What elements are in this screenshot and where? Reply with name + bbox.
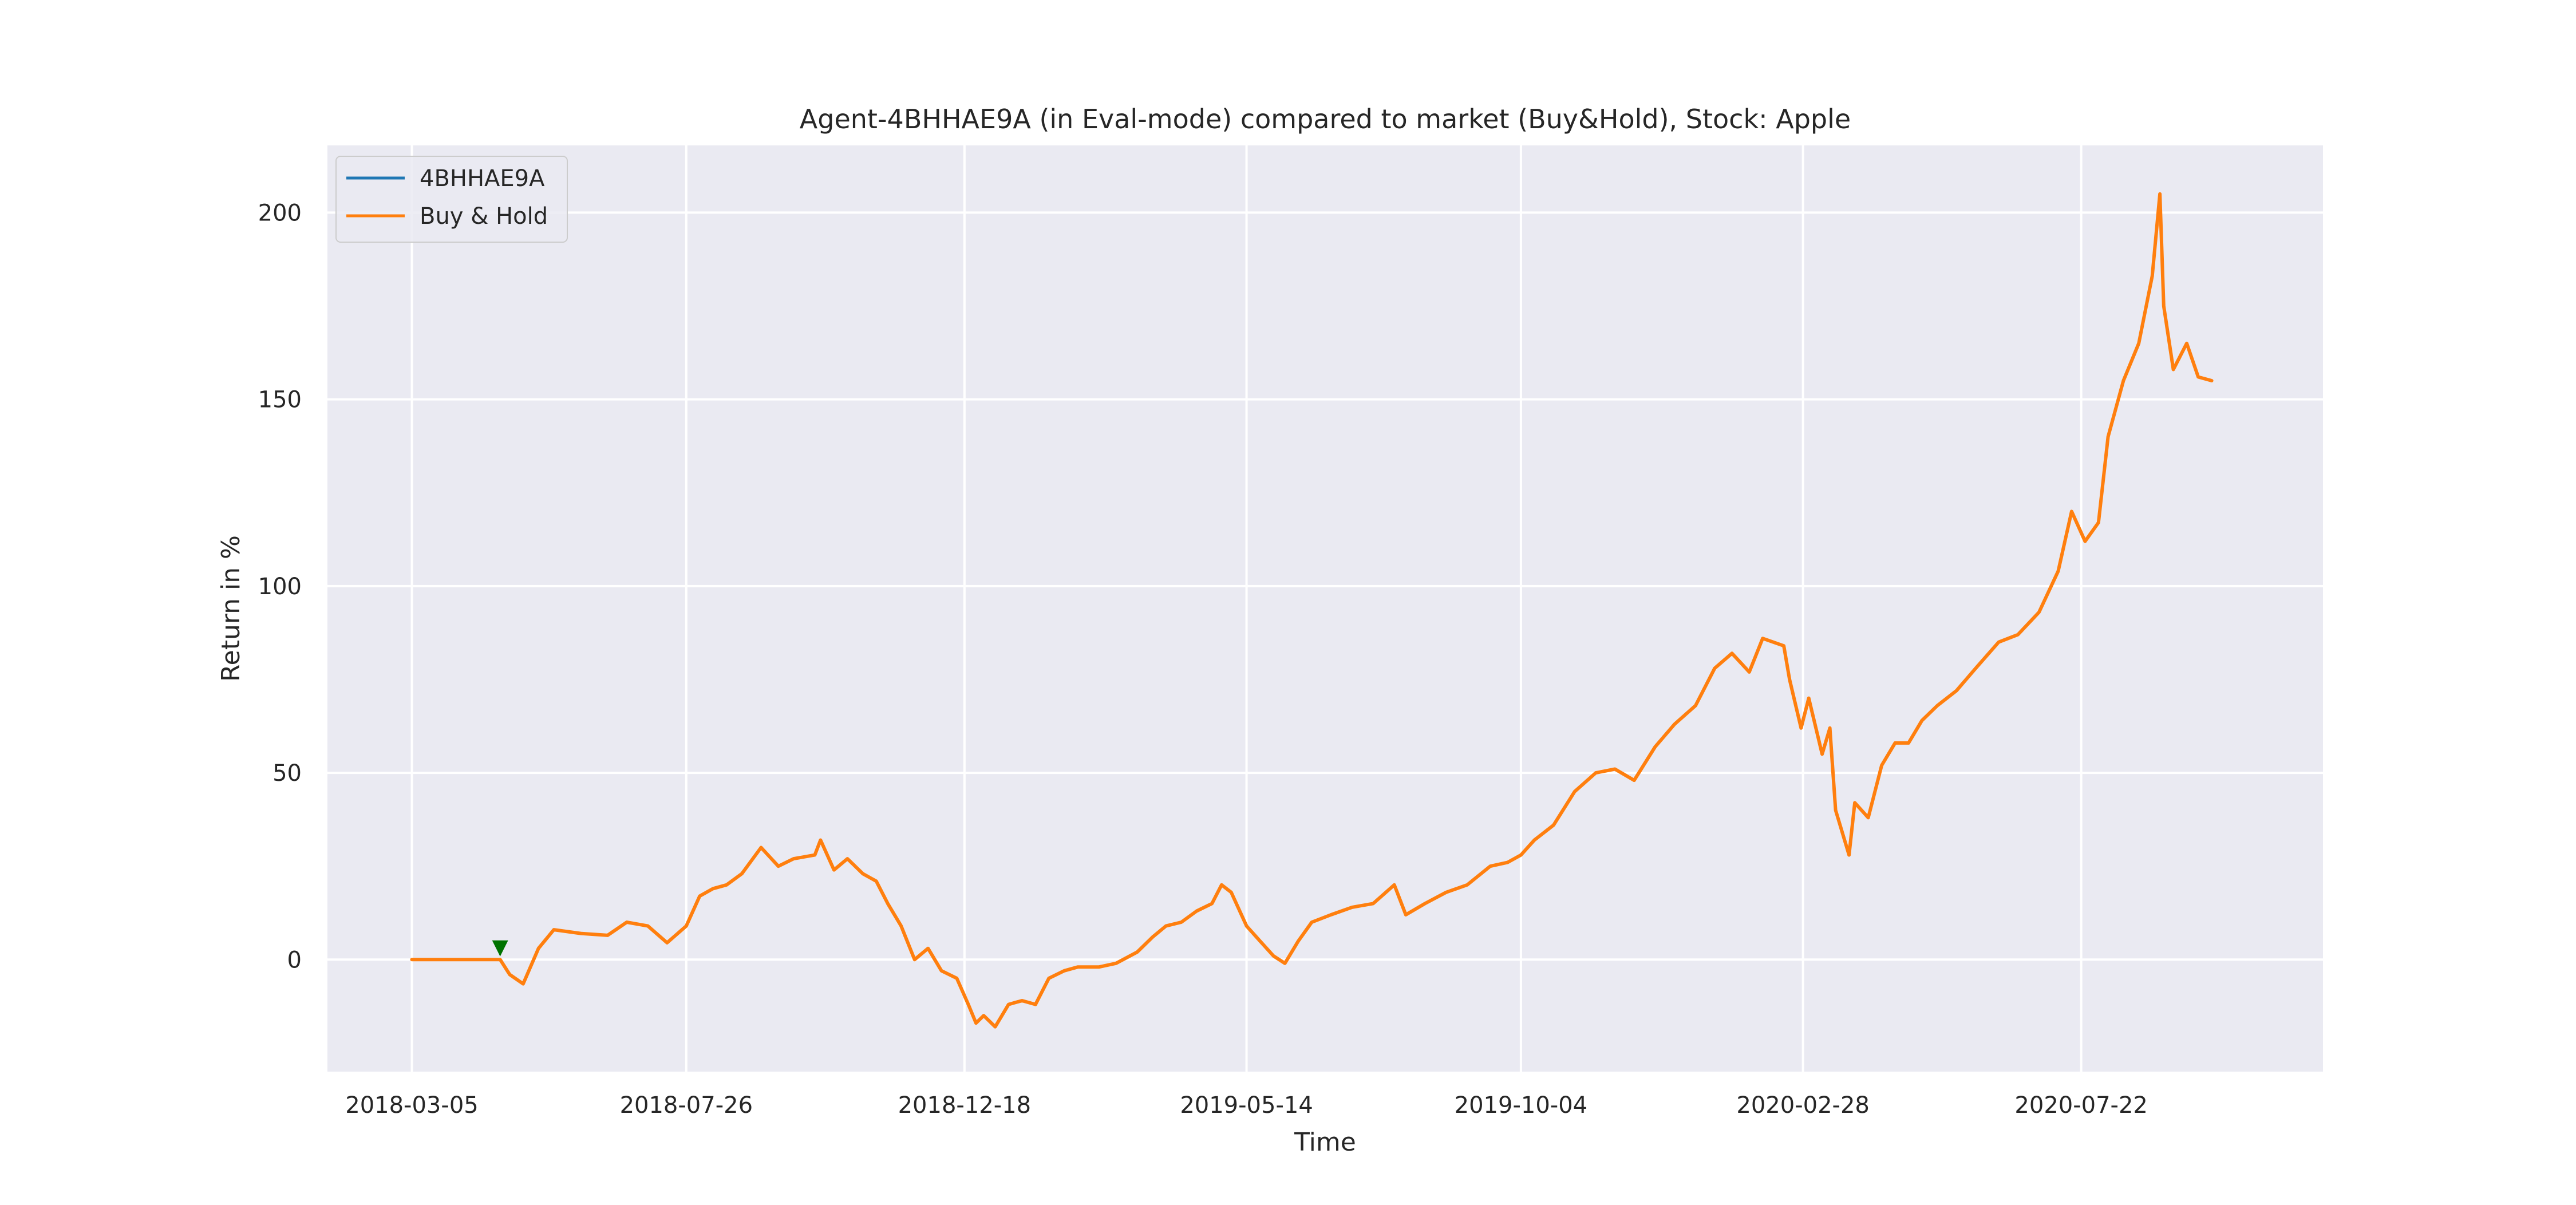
x-axis-ticks: 2018-03-05 2018-07-26 2018-12-18 2019-05-14…	[345, 1092, 2148, 1119]
y-axis-ticks: 0 50 100 150 200	[258, 200, 302, 973]
plot-background	[327, 145, 2323, 1072]
legend-label-series-1: 4BHHAE9A	[420, 165, 545, 192]
y-tick-label: 0	[287, 947, 302, 973]
y-tick-label: 100	[258, 574, 302, 600]
x-tick-label: 2018-03-05	[345, 1092, 478, 1119]
chart-title: Agent-4BHHAE9A (in Eval-mode) compared t…	[800, 104, 1851, 135]
sell-marker	[492, 940, 508, 957]
y-tick-label: 200	[258, 200, 302, 226]
x-axis-label: Time	[1294, 1128, 1356, 1157]
grid-lines	[327, 145, 2323, 1072]
legend: 4BHHAE9A Buy & Hold	[335, 156, 568, 243]
series-lines	[410, 192, 2214, 1029]
y-tick-label: 150	[258, 387, 302, 413]
trade-markers	[492, 940, 508, 957]
series-line-2	[410, 192, 2214, 1029]
x-tick-label: 2018-07-26	[620, 1092, 753, 1119]
x-tick-label: 2018-12-18	[898, 1092, 1031, 1119]
x-tick-label: 2019-05-14	[1180, 1092, 1313, 1119]
x-tick-label: 2020-07-22	[2014, 1092, 2147, 1119]
x-tick-label: 2020-02-28	[1736, 1092, 1869, 1119]
legend-label-series-2: Buy & Hold	[420, 203, 548, 230]
y-axis-label: Return in %	[216, 535, 246, 682]
y-tick-label: 50	[272, 760, 302, 787]
x-tick-label: 2019-10-04	[1455, 1092, 1587, 1119]
